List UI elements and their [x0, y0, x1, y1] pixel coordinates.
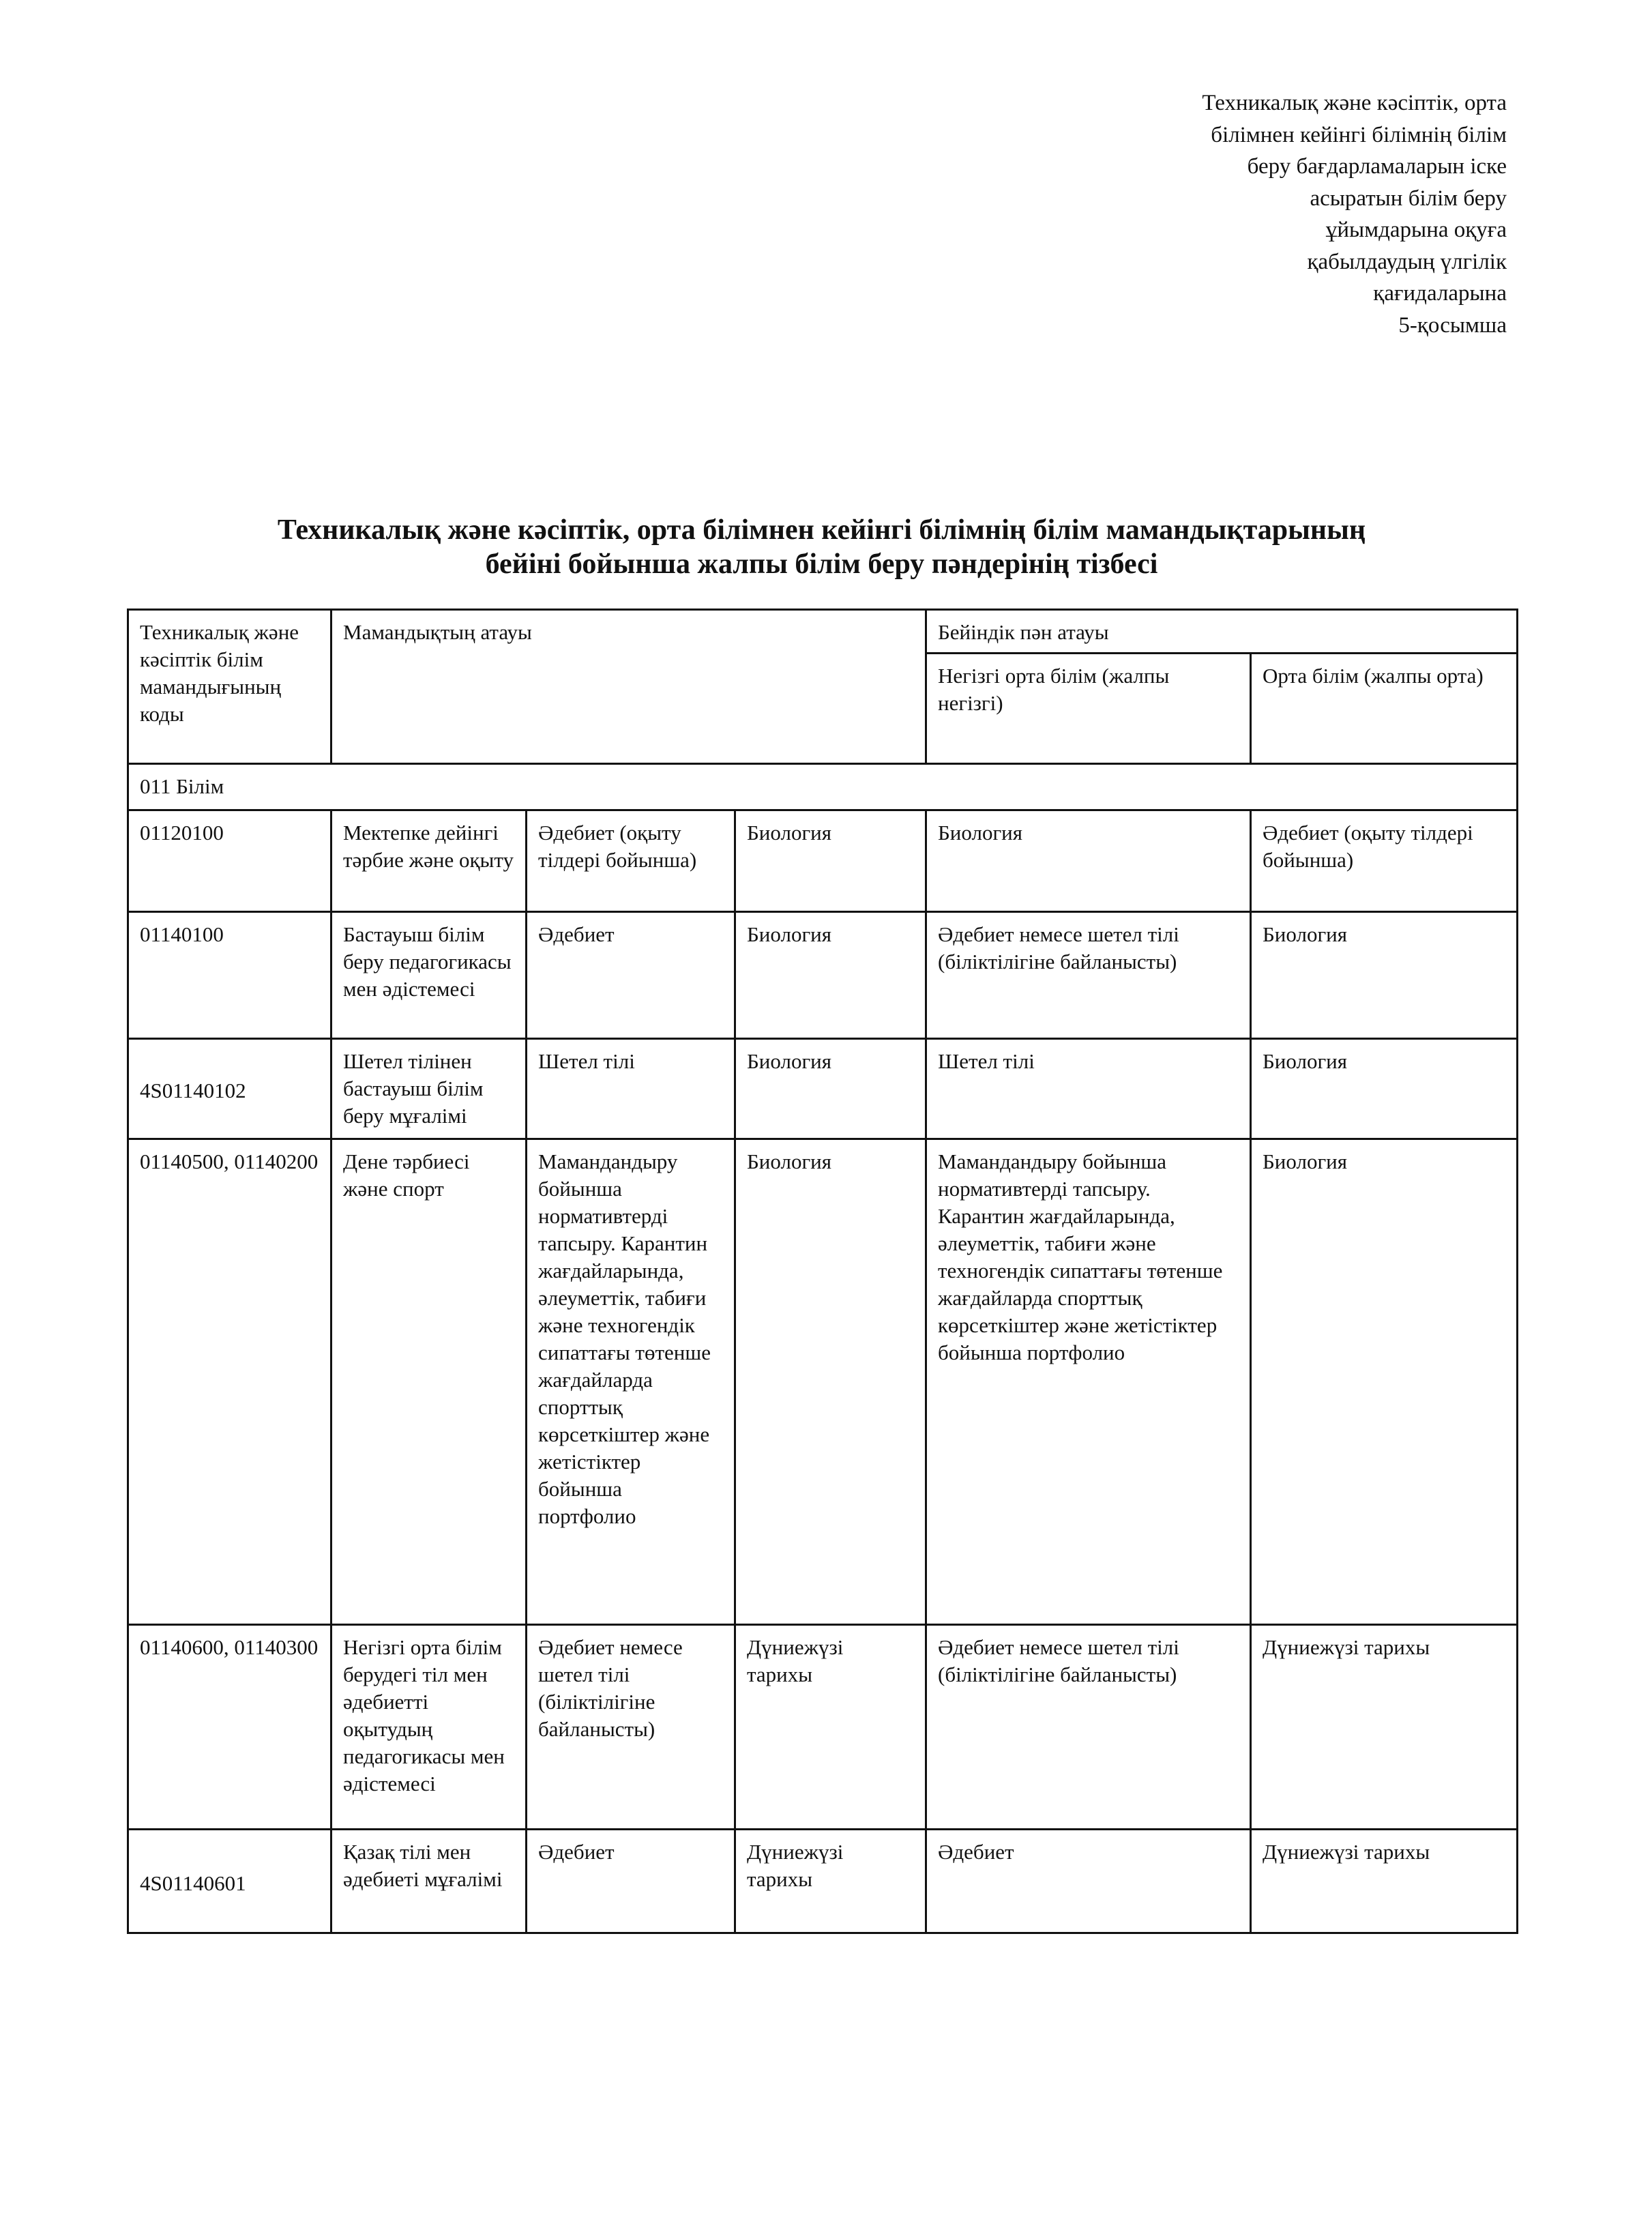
- cell-code: 01140600, 01140300: [127, 1624, 332, 1830]
- annex-line: 5-қосымша: [1398, 312, 1507, 338]
- cell-specialty-name: Қазақ тілі мен әдебиеті мұғалімі: [330, 1828, 527, 1934]
- cell-specialty-name: Бастауыш білім беру педагогикасы мен әді…: [330, 911, 527, 1040]
- cell-subject-2: Дүниежүзі тарихы: [734, 1624, 927, 1830]
- cell-code: 4S01140102: [127, 1038, 332, 1140]
- header-basic: Негізгі орта білім (жалпы негізгі): [925, 652, 1252, 765]
- cell-secondary-subject: Биология: [1249, 1138, 1519, 1626]
- annex-reference: Техникалық және кәсіптік, орта білімнен …: [1202, 87, 1507, 341]
- cell-subject-1: Мамандандыру бойынша нормативтерді тапсы…: [525, 1138, 736, 1626]
- cell-basic-subject: Әдебиет немесе шетел тілі (біліктілігіне…: [925, 911, 1252, 1040]
- cell-basic-subject: Шетел тілі: [925, 1038, 1252, 1140]
- table-row: 4S01140102 Шетел тілінен бастауыш білім б…: [127, 1038, 1519, 1140]
- table-row: 01140100 Бастауыш білім беру педагогикасы…: [127, 911, 1519, 1040]
- cell-subject-1: Әдебиет: [525, 1828, 736, 1934]
- cell-specialty-name: Негізгі орта білім берудегі тіл мен әдеб…: [330, 1624, 527, 1830]
- annex-line: ұйымдарына оқуға: [1325, 218, 1507, 242]
- subjects-table: Техникалық және кәсіптік білім мамандығы…: [126, 609, 1519, 1934]
- cell-basic-subject: Әдебиет немесе шетел тілі (біліктілігіне…: [925, 1624, 1252, 1830]
- annex-line: беру бағдарламаларын іске: [1247, 154, 1507, 179]
- annex-line: асыратын білім беру: [1310, 186, 1507, 211]
- cell-subject-1: Әдебиет (оқыту тілдері бойынша): [525, 809, 736, 913]
- cell-subject-2: Дүниежүзі тарихы: [734, 1828, 927, 1934]
- section-row: 011 Білім: [126, 763, 1519, 811]
- annex-line: қабылдаудың үлгілік: [1307, 249, 1507, 274]
- table-row: 01120100 Мектепке дейінгі тәрбие және оқы…: [127, 809, 1519, 913]
- cell-code: 01140500, 01140200: [127, 1138, 332, 1626]
- header-secondary: Орта білім (жалпы орта): [1249, 652, 1519, 765]
- cell-secondary-subject: Әдебиет (оқыту тілдері бойынша): [1249, 809, 1519, 913]
- cell-specialty-name: Мектепке дейінгі тәрбие және оқыту: [330, 809, 527, 913]
- table-row: 01140600, 01140300 Негізгі орта білім бер…: [127, 1624, 1519, 1830]
- cell-subject-1: Шетел тілі: [525, 1038, 736, 1140]
- cell-subject-2: Биология: [734, 809, 927, 913]
- cell-secondary-subject: Дүниежүзі тарихы: [1249, 1624, 1519, 1830]
- table-row: 01140500, 01140200 Дене тәрбиесі және спо…: [127, 1138, 1519, 1626]
- cell-subject-1: Әдебиет: [525, 911, 736, 1040]
- cell-subject-2: Биология: [734, 911, 927, 1040]
- cell-basic-subject: Әдебиет: [925, 1828, 1252, 1934]
- document-title: Техникалық және кәсіптік, орта білімнен …: [127, 513, 1516, 581]
- cell-specialty-name: Дене тәрбиесі және спорт: [330, 1138, 527, 1626]
- cell-subject-1: Әдебиет немесе шетел тілі (біліктілігіне…: [525, 1624, 736, 1830]
- title-line: бейіні бойынша жалпы білім беру пәндерін…: [485, 548, 1158, 580]
- cell-secondary-subject: Биология: [1249, 1038, 1519, 1140]
- cell-basic-subject: Мамандандыру бойынша нормативтерді тапсы…: [925, 1138, 1252, 1626]
- cell-secondary-subject: Биология: [1249, 911, 1519, 1040]
- annex-line: білімнен кейінгі білімнің білім: [1211, 122, 1507, 147]
- table-row: 4S01140601 Қазақ тілі мен әдебиеті мұғалі…: [127, 1828, 1519, 1934]
- cell-specialty-name: Шетел тілінен бастауыш білім беру мұғалі…: [330, 1038, 527, 1140]
- cell-code: 4S01140601: [127, 1828, 332, 1934]
- title-line: Техникалық және кәсіптік, орта білімнен …: [277, 514, 1366, 546]
- cell-code: 01140100: [127, 911, 332, 1040]
- cell-subject-2: Биология: [734, 1038, 927, 1140]
- header-profile: Бейіндік пән атауы: [924, 609, 1519, 654]
- annex-line: Техникалық және кәсіптік, орта: [1202, 91, 1507, 115]
- header-name: Мамандықтың атауы: [330, 609, 927, 765]
- annex-line: қағидаларына: [1373, 281, 1507, 306]
- cell-basic-subject: Биология: [925, 809, 1252, 913]
- cell-code: 01120100: [127, 809, 332, 913]
- cell-secondary-subject: Дүниежүзі тарихы: [1249, 1828, 1519, 1934]
- cell-subject-2: Биология: [734, 1138, 927, 1626]
- header-code: Техникалық және кәсіптік білім мамандығы…: [127, 609, 332, 765]
